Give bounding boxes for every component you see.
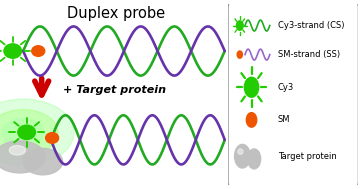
Circle shape	[4, 44, 22, 58]
Ellipse shape	[0, 141, 45, 173]
Text: SM-strand (SS): SM-strand (SS)	[278, 50, 340, 59]
Ellipse shape	[248, 149, 261, 169]
Text: Cy3-strand (CS): Cy3-strand (CS)	[278, 21, 344, 30]
Ellipse shape	[9, 146, 25, 155]
Text: Duplex probe: Duplex probe	[67, 6, 165, 21]
Text: Cy3: Cy3	[278, 83, 294, 92]
Text: + Target protein: + Target protein	[63, 85, 165, 95]
Ellipse shape	[0, 99, 74, 166]
Ellipse shape	[238, 149, 243, 154]
Circle shape	[236, 21, 243, 30]
Ellipse shape	[235, 144, 250, 168]
FancyBboxPatch shape	[228, 2, 358, 187]
Ellipse shape	[23, 148, 63, 175]
Text: Target protein: Target protein	[278, 152, 336, 161]
Ellipse shape	[2, 119, 44, 146]
Circle shape	[244, 77, 259, 97]
Circle shape	[18, 125, 35, 139]
Circle shape	[32, 46, 45, 56]
Ellipse shape	[0, 110, 58, 155]
Circle shape	[237, 51, 243, 58]
Circle shape	[46, 133, 59, 143]
Circle shape	[246, 113, 257, 127]
Text: SM: SM	[278, 115, 290, 124]
